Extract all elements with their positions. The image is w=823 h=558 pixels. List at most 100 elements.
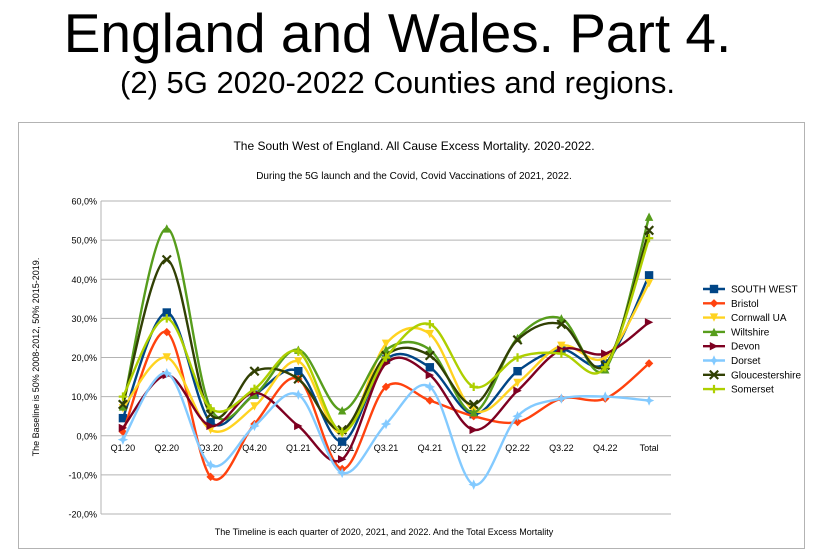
data-point — [294, 357, 303, 366]
data-point — [118, 413, 128, 423]
y-tick-label: 60,0% — [71, 197, 97, 207]
data-point — [643, 395, 655, 406]
series-line — [121, 216, 651, 421]
data-point — [513, 378, 522, 388]
x-tick-label: Q3.21 — [374, 443, 399, 453]
series-line — [121, 229, 651, 432]
x-tick-label: Q3.22 — [549, 443, 574, 453]
legend-label: Gloucestershire — [731, 370, 801, 381]
data-point — [425, 320, 435, 329]
x-tick-label: Q2.21 — [330, 443, 355, 453]
data-point — [161, 254, 172, 265]
data-point — [469, 425, 478, 435]
chart-title: The South West of England. All Cause Exc… — [233, 139, 594, 153]
data-point — [468, 399, 479, 410]
y-tick-label: 50,0% — [71, 236, 97, 246]
data-point — [425, 396, 435, 405]
data-point — [512, 410, 523, 422]
x-tick-label: Q2.20 — [155, 443, 180, 453]
data-point — [337, 437, 347, 446]
series-somerset — [118, 233, 654, 437]
data-point — [425, 363, 435, 372]
legend-item: SOUTH WEST — [703, 285, 798, 296]
data-point — [644, 225, 655, 236]
data-point — [117, 399, 128, 410]
x-tick-label: Q2.22 — [505, 443, 530, 453]
legend-label: Dorset — [731, 356, 761, 367]
y-tick-label: 20,0% — [71, 353, 97, 363]
x-tick-label: Q1.21 — [286, 443, 311, 453]
data-point — [557, 341, 566, 350]
grid-layer: -20,0% -10,0% 0,0% 10,0% 20,0% 30,0% 40,0% 50,0… — [68, 197, 671, 520]
x-tick-label: Q4.22 — [593, 443, 618, 453]
data-point — [513, 366, 522, 376]
legend-marker — [709, 369, 719, 380]
x-tick-label: Total — [640, 443, 659, 453]
legend-marker — [709, 299, 719, 308]
data-point — [644, 318, 654, 327]
series-layer — [117, 212, 655, 490]
data-point — [118, 402, 128, 411]
data-point — [381, 353, 391, 362]
data-point — [644, 212, 654, 221]
x-tick-label: Q1.20 — [111, 443, 136, 453]
series-dorset — [117, 367, 655, 490]
data-point — [557, 314, 566, 323]
data-point — [644, 359, 654, 368]
data-point — [117, 434, 129, 445]
data-point — [205, 459, 216, 471]
data-point — [600, 391, 611, 402]
data-point — [249, 420, 260, 432]
chart-subtitle: During the 5G launch and the Covid, Covi… — [256, 171, 572, 182]
legend-label: SOUTH WEST — [731, 285, 798, 296]
data-point — [425, 345, 435, 354]
legend-marker — [709, 327, 719, 337]
data-point — [513, 333, 522, 343]
legend-marker — [709, 342, 719, 351]
x-tick-label: Q3.20 — [198, 443, 223, 453]
y-tick-label: -20,0% — [68, 510, 97, 520]
data-point — [250, 384, 259, 393]
legend-item: Dorset — [703, 355, 761, 367]
x-tick-label: Q4.21 — [418, 443, 443, 453]
data-point — [381, 339, 391, 349]
y-tick-label: 40,0% — [71, 275, 97, 285]
data-point — [206, 421, 215, 431]
page-subtitle: (2) 5G 2020-2022 Counties and regions. — [120, 65, 675, 100]
data-point — [381, 345, 391, 354]
data-point — [337, 427, 347, 437]
data-point — [556, 393, 567, 404]
series-line — [121, 330, 650, 481]
data-point — [468, 479, 479, 490]
data-point — [469, 382, 478, 392]
data-point — [206, 404, 215, 413]
legend-label: Bristol — [731, 299, 759, 310]
y-axis-title: The Baseline is 50% 2008-2012, 50% 2015-… — [31, 258, 41, 457]
data-point — [294, 347, 303, 356]
data-point — [336, 467, 348, 479]
data-point — [513, 386, 522, 395]
data-point — [512, 334, 523, 345]
legend-item: Gloucestershire — [703, 369, 801, 381]
y-tick-label: 0,0% — [76, 431, 97, 441]
data-point — [644, 271, 654, 280]
legend-marker — [708, 355, 720, 366]
data-point — [162, 327, 171, 337]
data-point — [250, 402, 259, 411]
legend-label: Devon — [731, 342, 760, 353]
data-point — [162, 308, 171, 317]
data-point — [469, 408, 478, 417]
data-point — [601, 349, 610, 358]
data-point — [249, 366, 260, 377]
data-point — [557, 349, 566, 358]
data-point — [381, 382, 391, 392]
legend: SOUTH WEST Bristol Cornwall UA Wiltshire Dev… — [703, 285, 801, 396]
data-point — [556, 319, 567, 330]
page-title: England and Wales. Part 4. — [63, 2, 732, 64]
x-tick-label: Q1.22 — [461, 443, 486, 453]
legend-item: Wiltshire — [703, 327, 770, 338]
data-point — [293, 374, 304, 384]
data-point — [161, 367, 172, 379]
data-point — [601, 363, 610, 372]
chart-canvas: The South West of England. All Cause Exc… — [31, 139, 801, 537]
